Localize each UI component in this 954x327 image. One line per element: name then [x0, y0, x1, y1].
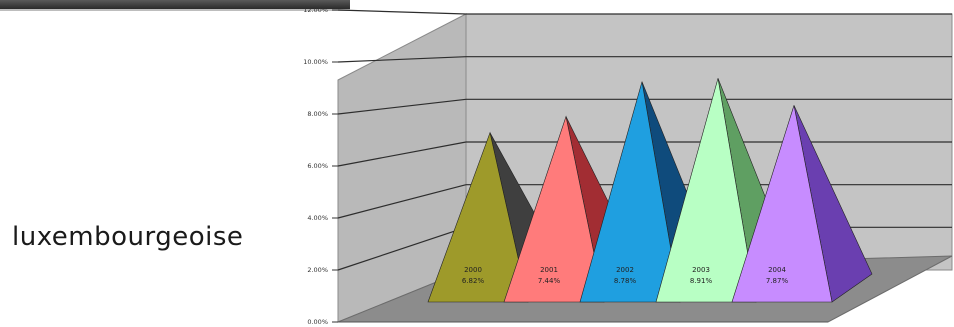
data-label: 7.44% — [538, 277, 561, 285]
gridline-side — [337, 141, 467, 167]
category-label: 2004 — [768, 266, 786, 274]
gridline-side — [337, 184, 467, 219]
pyramid-front — [503, 115, 605, 303]
y-tick-label: 6.00% — [307, 162, 328, 170]
gridline-side — [337, 56, 467, 63]
data-label: 8.78% — [614, 277, 637, 285]
data-label: 7.87% — [766, 277, 789, 285]
gridline-side — [337, 226, 467, 271]
pyramid-front — [655, 78, 757, 303]
header-bar — [0, 0, 350, 11]
y-tick-label: 0.00% — [307, 318, 328, 326]
y-tick-label: 4.00% — [307, 214, 328, 222]
data-label: 8.91% — [690, 277, 713, 285]
gridline-side — [337, 98, 467, 115]
y-tick-label: 2.00% — [307, 266, 328, 274]
category-label: 2001 — [540, 266, 558, 274]
pyramid-front — [579, 81, 681, 303]
category-label: 2000 — [464, 266, 482, 274]
pyramid-front — [731, 105, 833, 303]
y-tick-label: 10.00% — [303, 58, 328, 66]
category-label: 2003 — [692, 266, 710, 274]
category-label: 2002 — [616, 266, 634, 274]
y-tick-label: 12.00% — [303, 6, 328, 14]
gridline-side — [337, 9, 467, 15]
pyramid-front — [427, 131, 529, 303]
y-tick-label: 8.00% — [307, 110, 328, 118]
data-label: 6.82% — [462, 277, 485, 285]
side-label: luxembourgeoise — [12, 222, 244, 252]
